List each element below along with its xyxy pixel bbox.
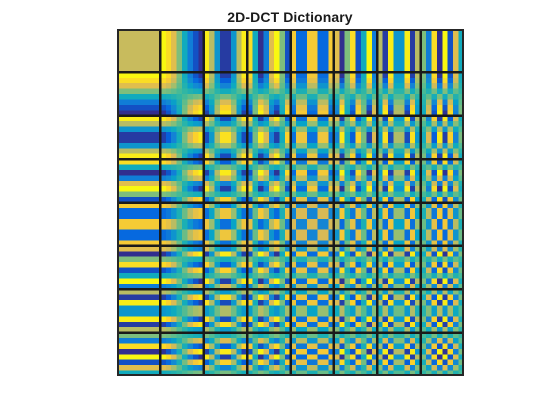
dct-atom xyxy=(160,72,205,117)
dct-atom xyxy=(377,202,421,247)
dct-atom xyxy=(117,332,161,376)
dct-atom xyxy=(247,202,291,247)
dct-atom xyxy=(117,159,161,203)
dct-atom xyxy=(420,72,464,117)
dct-atom xyxy=(420,29,464,73)
dct-atom xyxy=(247,72,291,117)
dct-atom xyxy=(377,289,421,333)
dct-atom xyxy=(377,332,421,376)
image-frame xyxy=(117,29,464,376)
dct-atom xyxy=(333,115,378,160)
dct-atom xyxy=(203,202,248,247)
dct-atom xyxy=(247,245,291,290)
dct-atom xyxy=(117,115,161,160)
dct-atom xyxy=(333,29,378,73)
dct-atom xyxy=(377,115,421,160)
dictionary-image xyxy=(117,29,464,376)
dct-atom xyxy=(117,29,161,73)
dct-atom xyxy=(117,202,161,247)
dct-atom xyxy=(117,245,161,290)
dct-atom xyxy=(247,29,291,73)
dct-atom xyxy=(247,115,291,160)
dct-atom xyxy=(377,159,421,203)
dct-atom xyxy=(420,332,464,376)
dct-atom xyxy=(203,245,248,290)
dct-atom xyxy=(333,202,378,247)
dct-atom xyxy=(290,332,335,376)
dct-atom xyxy=(333,72,378,117)
dct-atom xyxy=(290,115,335,160)
dct-atom xyxy=(420,115,464,160)
dct-atom xyxy=(333,159,378,203)
figure-title: 2D-DCT Dictionary xyxy=(227,9,353,25)
dct-atom xyxy=(377,72,421,117)
dct-atom xyxy=(290,159,335,203)
dct-atom xyxy=(420,159,464,203)
dct-atom xyxy=(290,202,335,247)
dictionary-atoms xyxy=(117,29,464,376)
dct-atom xyxy=(247,289,291,333)
dct-atom xyxy=(203,115,248,160)
dct-atom xyxy=(203,289,248,333)
dct-atom xyxy=(203,159,248,203)
dct-atom xyxy=(333,332,378,376)
dct-atom xyxy=(117,72,161,117)
dct-atom xyxy=(117,289,161,333)
dct-atom xyxy=(247,332,291,376)
dct-atom xyxy=(420,289,464,333)
dct-atom xyxy=(160,202,205,247)
dct-atom xyxy=(160,159,205,203)
dct-atom xyxy=(377,245,421,290)
dct-atom xyxy=(290,289,335,333)
dct-atom xyxy=(290,72,335,117)
dct-atom xyxy=(290,29,335,73)
dct-atom xyxy=(203,332,248,376)
dct-atom xyxy=(333,289,378,333)
dct-atom xyxy=(290,245,335,290)
dct-atom xyxy=(420,245,464,290)
atom-separators xyxy=(117,29,464,376)
dct-atom xyxy=(160,29,205,73)
dct-atom xyxy=(333,245,378,290)
dct-atom xyxy=(160,245,205,290)
dct-atom xyxy=(247,159,291,203)
dct-atom xyxy=(377,29,421,73)
dct-atom xyxy=(160,289,205,333)
dct-atom xyxy=(420,202,464,247)
dct-atom xyxy=(160,115,205,160)
dct-atom xyxy=(203,72,248,117)
dct-atom xyxy=(203,29,248,73)
dct-atom xyxy=(160,332,205,376)
